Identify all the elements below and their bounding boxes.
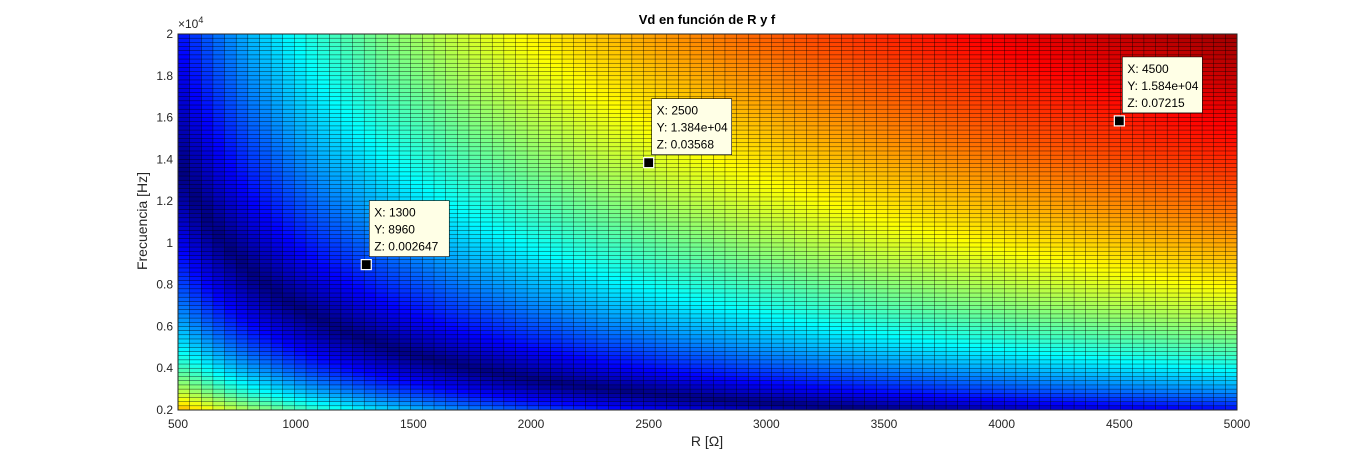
- mesh-grid: [178, 34, 1237, 410]
- y-axis-ticks: 0.2 0.4 0.6 0.8 1 1.2 1.4 1.6 1.8 2: [156, 27, 173, 417]
- datatip-text: X: 4500: [1127, 62, 1169, 76]
- x-tick-label: 500: [168, 417, 188, 431]
- y-tick-label: 0.4: [156, 361, 173, 375]
- datatip-text: Y: 1.384e+04: [657, 121, 728, 135]
- datatip-marker[interactable]: [360, 259, 372, 271]
- x-tick-label: 1500: [400, 417, 427, 431]
- datatip[interactable]: X: 4500 Y: 1.584e+04 Z: 0.07215: [1113, 56, 1203, 127]
- x-tick-label: 5000: [1224, 417, 1251, 431]
- chart-title: Vd en función de R y f: [639, 12, 776, 27]
- datatip[interactable]: X: 2500 Y: 1.384e+04 Z: 0.03568: [643, 98, 732, 169]
- datatip-text: Y: 8960: [374, 223, 415, 237]
- datatip-box: [1122, 56, 1203, 114]
- heatmap-cells: [178, 34, 1238, 411]
- y-tick-label: 1.6: [156, 111, 173, 125]
- x-tick-label: 2000: [518, 417, 545, 431]
- datatip-box: [368, 200, 450, 257]
- x-tick-label: 4500: [1106, 417, 1133, 431]
- y-axis-label: Frecuencia [Hz]: [134, 172, 150, 270]
- y-tick-label: 0.2: [156, 403, 173, 417]
- x-axis-ticks: 500 1000 1500 2000 2500 3000 3500 4000 4500 5000: [168, 417, 1251, 431]
- datatips: X: 1300 Y: 8960 Z: 0.002647 X: 2500 Y: 1.384…: [360, 56, 1203, 271]
- x-tick-label: 1000: [282, 417, 309, 431]
- y-axis-exponent: ×104: [178, 15, 203, 31]
- datatip[interactable]: X: 1300 Y: 8960 Z: 0.002647: [360, 200, 450, 271]
- plot-area[interactable]: [177, 33, 1238, 411]
- x-axis-label: R [Ω]: [691, 433, 723, 449]
- datatip-text: Z: 0.03568: [657, 138, 715, 152]
- y-tick-label: 1.8: [156, 69, 173, 83]
- y-tick-label: 1: [166, 236, 173, 250]
- datatip-marker[interactable]: [1113, 115, 1125, 127]
- x-tick-label: 2500: [635, 417, 662, 431]
- x-tick-label: 3000: [753, 417, 780, 431]
- x-tick-label: 4000: [988, 417, 1015, 431]
- datatip-box: [651, 98, 732, 155]
- datatip-marker[interactable]: [643, 157, 655, 169]
- x-tick-label: 3500: [871, 417, 898, 431]
- y-tick-label: 0.8: [156, 278, 173, 292]
- datatip-text: X: 1300: [374, 206, 416, 220]
- y-tick-label: 0.6: [156, 319, 173, 333]
- datatip-text: X: 2500: [657, 104, 699, 118]
- datatip-text: Z: 0.002647: [374, 240, 438, 254]
- datatip-text: Z: 0.07215: [1127, 96, 1185, 110]
- axes-box: [177, 33, 1238, 411]
- datatip-text: Y: 1.584e+04: [1127, 79, 1198, 93]
- y-tick-label: 2: [166, 27, 173, 41]
- y-tick-label: 1.4: [156, 152, 173, 166]
- y-tick-label: 1.2: [156, 194, 173, 208]
